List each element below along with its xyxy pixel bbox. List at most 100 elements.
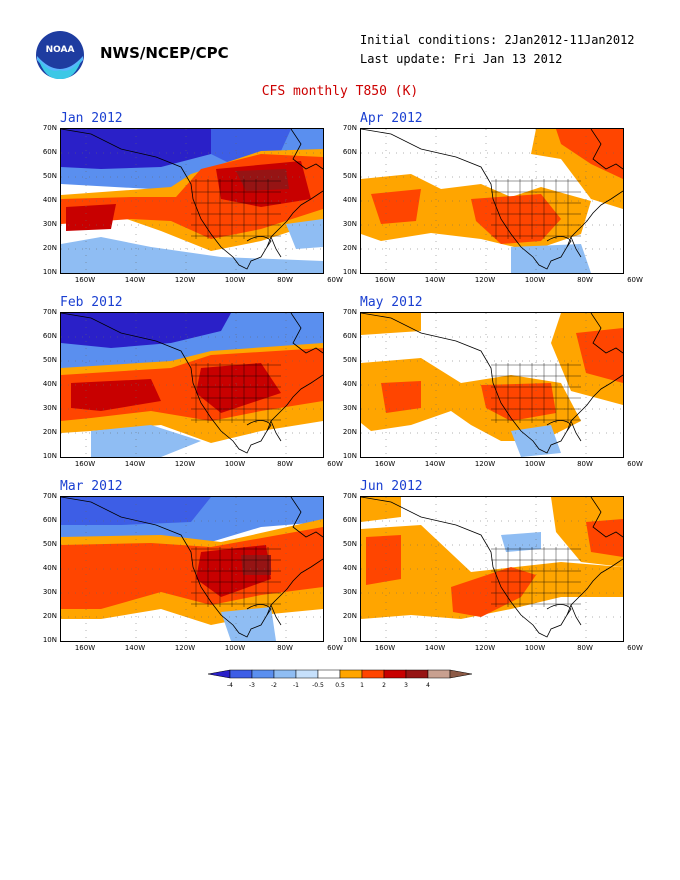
panel-title: Jan 2012 bbox=[60, 111, 123, 126]
anomaly-region bbox=[196, 363, 281, 413]
lat-tick-label: 50N bbox=[42, 172, 57, 180]
lon-tick-label: 160W bbox=[374, 460, 396, 468]
lon-tick-label: 100W bbox=[224, 276, 246, 284]
panel-title: Apr 2012 bbox=[360, 111, 423, 126]
coastline bbox=[61, 129, 323, 270]
lon-tick-label: 100W bbox=[524, 460, 546, 468]
coastline bbox=[570, 236, 582, 258]
lon-tick-label: 60W bbox=[327, 276, 343, 284]
lat-tick-label: 40N bbox=[342, 380, 357, 388]
anomaly-region bbox=[471, 194, 561, 244]
color-scale-bar: -4 -3 -2 -1 -0.5 0.5 1 2 3 4 bbox=[207, 669, 473, 689]
coastline bbox=[270, 420, 282, 442]
lat-tick-label: 60N bbox=[42, 332, 57, 340]
coastline bbox=[61, 313, 323, 454]
lat-tick-label: 20N bbox=[42, 244, 57, 252]
anomaly-region bbox=[366, 535, 401, 585]
coastline bbox=[590, 497, 623, 538]
lon-tick-label: 60W bbox=[627, 276, 643, 284]
lat-tick-label: 10N bbox=[42, 636, 57, 644]
lon-tick-label: 160W bbox=[74, 276, 96, 284]
lon-tick-label: 120W bbox=[174, 644, 196, 652]
lon-tick-label: 140W bbox=[424, 460, 446, 468]
lon-tick-label: 80W bbox=[577, 276, 593, 284]
lon-tick-label: 80W bbox=[277, 460, 293, 468]
lat-tick-label: 30N bbox=[42, 588, 57, 596]
colorbar-swatch bbox=[339, 669, 363, 679]
anomaly-region bbox=[556, 129, 623, 179]
lat-tick-label: 10N bbox=[42, 452, 57, 460]
lon-tick-label: 140W bbox=[124, 276, 146, 284]
lon-tick-label: 100W bbox=[224, 644, 246, 652]
anomaly-region bbox=[361, 525, 623, 619]
map-panel bbox=[60, 128, 324, 274]
coastline bbox=[270, 604, 282, 626]
lat-tick-label: 20N bbox=[342, 612, 357, 620]
last-update-text: Last update: Fri Jan 13 2012 bbox=[360, 52, 563, 66]
anomaly-region bbox=[211, 129, 291, 164]
lat-tick-label: 30N bbox=[342, 220, 357, 228]
lon-tick-label: 140W bbox=[424, 644, 446, 652]
panel-title: Mar 2012 bbox=[60, 479, 123, 494]
lon-tick-label: 120W bbox=[174, 460, 196, 468]
lat-tick-label: 10N bbox=[342, 268, 357, 276]
lon-tick-label: 80W bbox=[277, 644, 293, 652]
lat-tick-label: 60N bbox=[342, 516, 357, 524]
lat-tick-label: 40N bbox=[42, 196, 57, 204]
lat-tick-label: 10N bbox=[342, 452, 357, 460]
coastline bbox=[590, 129, 623, 170]
lat-tick-label: 10N bbox=[42, 268, 57, 276]
lat-tick-label: 30N bbox=[42, 220, 57, 228]
colorbar-swatch bbox=[449, 669, 473, 679]
anomaly-region bbox=[371, 189, 421, 224]
lon-tick-label: 120W bbox=[474, 460, 496, 468]
figure-title: CFS monthly T850 (K) bbox=[261, 84, 419, 99]
coastline bbox=[546, 604, 572, 616]
coastline bbox=[361, 129, 623, 270]
lon-tick-label: 60W bbox=[327, 644, 343, 652]
colorbar-swatch bbox=[383, 669, 407, 679]
lon-tick-label: 120W bbox=[174, 276, 196, 284]
map-panel bbox=[60, 312, 324, 458]
lon-tick-label: 140W bbox=[424, 276, 446, 284]
colorbar-tick-label: -4 bbox=[227, 682, 233, 689]
anomaly-region bbox=[481, 383, 556, 421]
lon-tick-label: 160W bbox=[74, 460, 96, 468]
colorbar-swatch bbox=[295, 669, 319, 679]
lat-tick-label: 30N bbox=[342, 588, 357, 596]
lon-tick-label: 160W bbox=[374, 644, 396, 652]
lon-tick-label: 80W bbox=[577, 644, 593, 652]
lon-tick-label: 60W bbox=[627, 460, 643, 468]
lat-tick-label: 50N bbox=[42, 540, 57, 548]
lat-tick-label: 50N bbox=[342, 356, 357, 364]
lat-tick-label: 10N bbox=[342, 636, 357, 644]
panel-title: Jun 2012 bbox=[360, 479, 423, 494]
coastline bbox=[290, 497, 323, 538]
anomaly-region bbox=[286, 219, 323, 249]
panel-title: May 2012 bbox=[360, 295, 423, 310]
lat-tick-label: 20N bbox=[342, 428, 357, 436]
coastline bbox=[290, 313, 323, 354]
lat-tick-label: 60N bbox=[342, 148, 357, 156]
colorbar-tick-label: -1 bbox=[293, 682, 299, 689]
lon-tick-label: 100W bbox=[524, 276, 546, 284]
colorbar-swatch bbox=[273, 669, 297, 679]
lat-tick-label: 60N bbox=[42, 148, 57, 156]
map-panel bbox=[360, 312, 624, 458]
lat-tick-label: 50N bbox=[42, 356, 57, 364]
map-panel bbox=[60, 496, 324, 642]
lat-tick-label: 40N bbox=[342, 196, 357, 204]
colorbar-tick-label: -0.5 bbox=[312, 682, 324, 689]
coastline bbox=[590, 313, 623, 354]
lon-tick-label: 160W bbox=[74, 644, 96, 652]
lat-tick-label: 40N bbox=[42, 564, 57, 572]
colorbar-tick-label: 1 bbox=[360, 682, 364, 689]
lat-tick-label: 70N bbox=[42, 492, 57, 500]
colorbar-tick-label: 4 bbox=[426, 682, 430, 689]
map-panel bbox=[360, 128, 624, 274]
lat-tick-label: 60N bbox=[342, 332, 357, 340]
coastline bbox=[570, 604, 582, 626]
coastline bbox=[570, 420, 582, 442]
lat-tick-label: 30N bbox=[342, 404, 357, 412]
colorbar-swatch bbox=[317, 669, 341, 679]
